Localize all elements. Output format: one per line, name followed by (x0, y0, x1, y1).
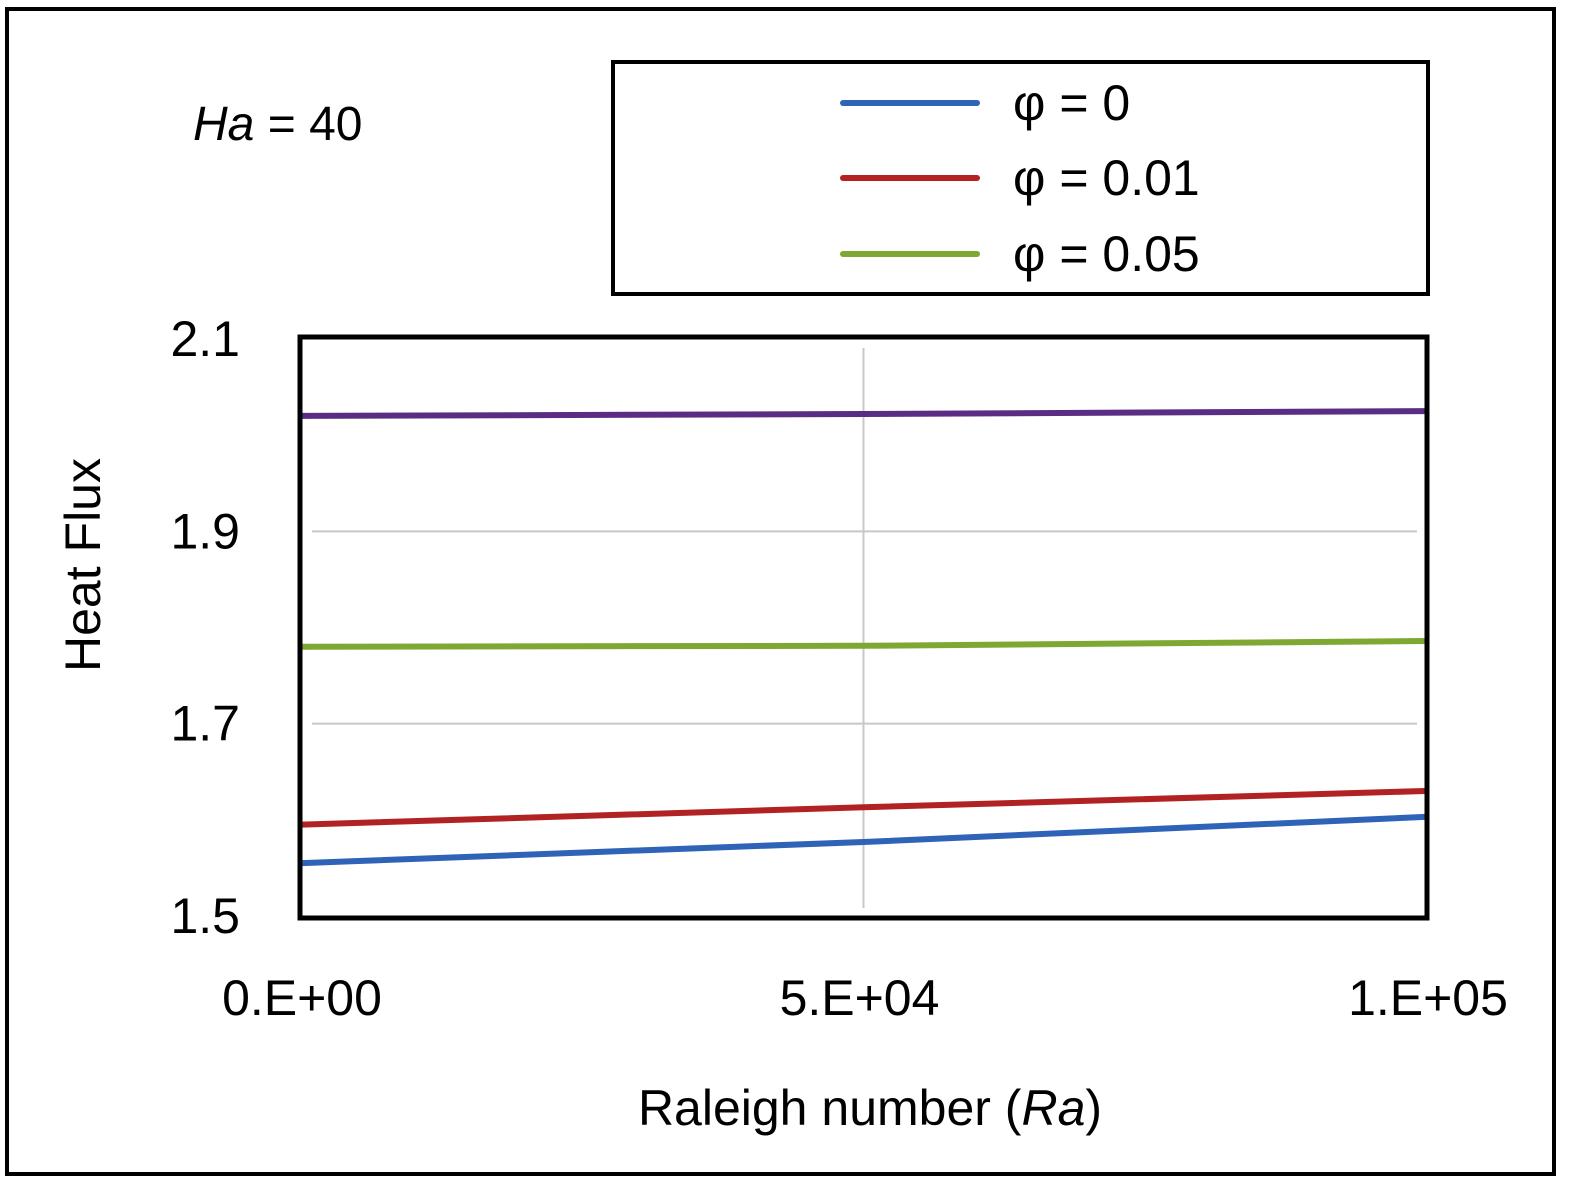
x-axis-ticks: 0.E+00 5.E+04 1.E+05 (222, 970, 1508, 1026)
y-axis-ticks: 1.5 1.7 1.9 2.1 (170, 311, 240, 944)
y-tick-label: 2.1 (170, 311, 240, 367)
plot-area-border (297, 334, 1430, 921)
series-line-2 (299, 638, 1428, 650)
legend-label-0: φ = 0 (1013, 75, 1130, 131)
grid (312, 348, 1417, 908)
x-axis-label: Raleigh number (Ra) (638, 1080, 1102, 1136)
y-tick-label: 1.7 (170, 696, 240, 752)
series-line-3 (299, 408, 1428, 419)
series-line-0 (299, 813, 1428, 867)
legend-box (611, 60, 1430, 296)
series-line-1 (299, 788, 1428, 828)
y-axis-label: Heat Flux (55, 458, 111, 672)
legend-label-1: φ = 0.01 (1013, 150, 1200, 206)
y-tick-label: 1.5 (170, 888, 240, 944)
legend: φ = 0 φ = 0.01 φ = 0.05 (611, 60, 1430, 296)
legend-label-2: φ = 0.05 (1013, 226, 1200, 282)
x-tick-label: 5.E+04 (780, 970, 940, 1026)
x-tick-label: 0.E+00 (222, 970, 382, 1026)
y-tick-label: 1.9 (170, 503, 240, 559)
chart-annotation: Ha = 40 (193, 98, 362, 151)
series-layer (299, 408, 1428, 867)
x-tick-label: 1.E+05 (1348, 970, 1508, 1026)
